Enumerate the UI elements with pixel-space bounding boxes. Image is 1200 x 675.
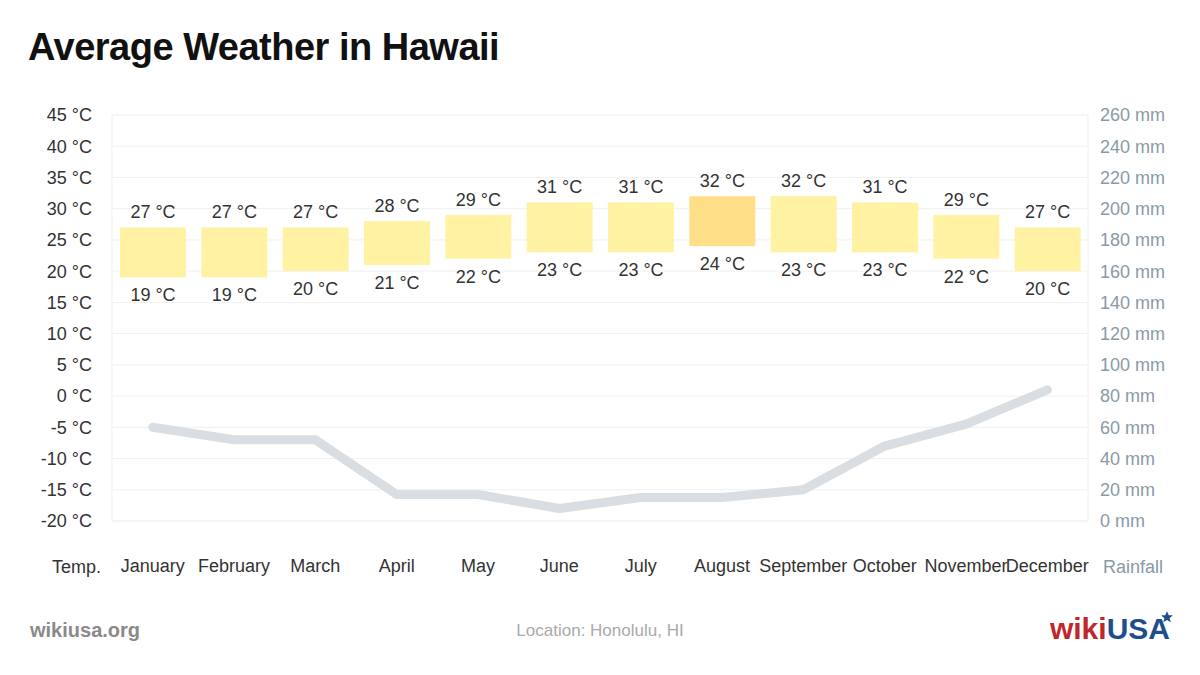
svg-text:40 mm: 40 mm: [1100, 449, 1155, 469]
html-text:Location: Honolulu, HI: Location: Honolulu, HI: [516, 621, 684, 640]
svg-text:40 °C: 40 °C: [47, 137, 92, 157]
svg-text:20 °C: 20 °C: [293, 279, 338, 299]
svg-text:160 mm: 160 mm: [1100, 262, 1165, 282]
svg-text:20 °C: 20 °C: [47, 262, 92, 282]
svg-text:-5 °C: -5 °C: [51, 418, 92, 438]
svg-text:July: July: [625, 556, 657, 576]
svg-text:29 °C: 29 °C: [944, 190, 989, 210]
svg-text:27 °C: 27 °C: [1025, 202, 1070, 222]
svg-text:120 mm: 120 mm: [1100, 324, 1165, 344]
svg-text:25 °C: 25 °C: [47, 230, 92, 250]
svg-text:April: April: [379, 556, 415, 576]
svg-text:December: December: [1006, 556, 1089, 576]
svg-text:32 °C: 32 °C: [781, 171, 826, 191]
html-text:Average Weather in Hawaii: Average Weather in Hawaii: [28, 26, 500, 68]
svg-text:10 °C: 10 °C: [47, 324, 92, 344]
svg-text:30 °C: 30 °C: [47, 199, 92, 219]
svg-text:240 mm: 240 mm: [1100, 137, 1165, 157]
svg-text:32 °C: 32 °C: [700, 171, 745, 191]
svg-text:-10 °C: -10 °C: [41, 449, 92, 469]
svg-text:October: October: [853, 556, 917, 576]
svg-text:31 °C: 31 °C: [862, 177, 907, 197]
html-text:Temp.: Temp.: [52, 557, 101, 577]
svg-text:22 °C: 22 °C: [944, 267, 989, 287]
svg-text:24 °C: 24 °C: [700, 254, 745, 274]
html-text:wiki USA: wiki USA: [1050, 612, 1170, 645]
svg-text:180 mm: 180 mm: [1100, 230, 1165, 250]
svg-text:March: March: [290, 556, 340, 576]
svg-text:31 °C: 31 °C: [618, 177, 663, 197]
svg-text:23 °C: 23 °C: [537, 260, 582, 280]
html-text:Rainfall: Rainfall: [1103, 557, 1163, 577]
svg-text:September: September: [759, 556, 847, 576]
svg-text:28 °C: 28 °C: [374, 196, 419, 216]
svg-text:19 °C: 19 °C: [130, 285, 175, 305]
svg-text:0 mm: 0 mm: [1100, 511, 1145, 531]
svg-text:November: November: [924, 556, 1007, 576]
svg-text:29 °C: 29 °C: [456, 190, 501, 210]
html-text:wikiusa.org: wikiusa.org: [30, 619, 140, 641]
svg-text:June: June: [540, 556, 579, 576]
svg-text:140 mm: 140 mm: [1100, 293, 1165, 313]
svg-text:-20 °C: -20 °C: [41, 511, 92, 531]
svg-text:80 mm: 80 mm: [1100, 386, 1155, 406]
svg-text:23 °C: 23 °C: [781, 260, 826, 280]
svg-text:21 °C: 21 °C: [374, 273, 419, 293]
svg-text:20 °C: 20 °C: [1025, 279, 1070, 299]
svg-text:100 mm: 100 mm: [1100, 355, 1165, 375]
svg-text:23 °C: 23 °C: [618, 260, 663, 280]
svg-text:15 °C: 15 °C: [47, 293, 92, 313]
svg-text:200 mm: 200 mm: [1100, 199, 1165, 219]
svg-text:23 °C: 23 °C: [862, 260, 907, 280]
svg-text:27 °C: 27 °C: [130, 202, 175, 222]
svg-text:60 mm: 60 mm: [1100, 418, 1155, 438]
svg-text:35 °C: 35 °C: [47, 168, 92, 188]
svg-text:February: February: [198, 556, 270, 576]
svg-text:220 mm: 220 mm: [1100, 168, 1165, 188]
svg-text:August: August: [694, 556, 750, 576]
svg-text:31 °C: 31 °C: [537, 177, 582, 197]
svg-text:5 °C: 5 °C: [57, 355, 92, 375]
svg-text:260 mm: 260 mm: [1100, 105, 1165, 125]
svg-text:0 °C: 0 °C: [57, 386, 92, 406]
svg-text:January: January: [121, 556, 185, 576]
svg-text:-15 °C: -15 °C: [41, 480, 92, 500]
svg-text:19 °C: 19 °C: [212, 285, 257, 305]
svg-text:45 °C: 45 °C: [47, 105, 92, 125]
svg-text:27 °C: 27 °C: [212, 202, 257, 222]
svg-text:22 °C: 22 °C: [456, 267, 501, 287]
svg-text:27 °C: 27 °C: [293, 202, 338, 222]
svg-text:20 mm: 20 mm: [1100, 480, 1155, 500]
svg-text:May: May: [461, 556, 495, 576]
